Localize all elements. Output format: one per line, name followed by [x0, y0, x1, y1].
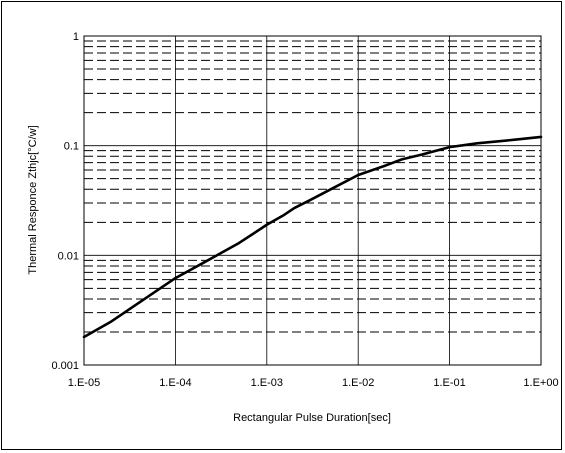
x-tick-label: 1.E-05	[68, 377, 100, 389]
y-tick-label: 0.001	[51, 360, 79, 372]
y-axis-title: Thermal Responce Zthjc[°C/w]	[27, 125, 39, 274]
grid	[83, 36, 542, 366]
x-tick-label: 1.E-02	[342, 377, 374, 389]
x-tick-label: 1.E-03	[251, 377, 283, 389]
y-tick-label: 0.01	[58, 250, 79, 262]
y-tick-label: 0.1	[64, 141, 79, 153]
x-tick-labels: 1.E-05 1.E-04 1.E-03 1.E-02 1.E-01 1.E+00	[68, 377, 559, 389]
series-layer	[82, 135, 543, 339]
x-tick-label: 1.E-04	[159, 377, 191, 389]
x-axis-title: Rectangular Pulse Duration[sec]	[233, 412, 391, 424]
y-tick-labels: 0.001 0.01 0.1 1	[51, 31, 79, 372]
plot-area-border	[83, 35, 542, 366]
x-tick-label: 1.E-01	[433, 377, 465, 389]
series-line	[82, 135, 543, 339]
x-tick-label: 1.E+00	[523, 377, 558, 389]
y-tick-label: 1	[73, 31, 79, 43]
